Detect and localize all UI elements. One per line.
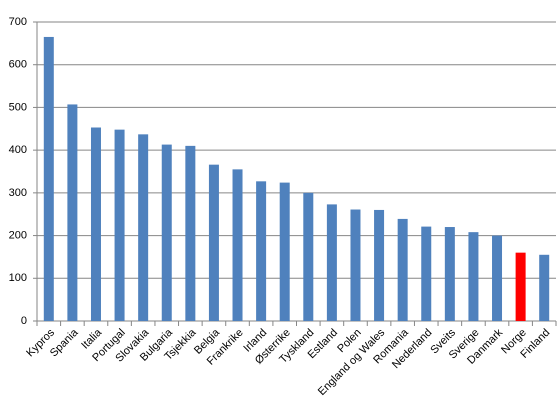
bar — [444, 227, 455, 321]
bar — [279, 182, 290, 321]
bar — [374, 209, 385, 321]
bar — [326, 204, 337, 321]
bar — [539, 254, 550, 321]
bar — [397, 218, 408, 321]
y-tick-label: 500 — [9, 101, 27, 113]
bar — [468, 232, 479, 321]
bar — [232, 169, 243, 321]
bar — [421, 226, 432, 321]
y-tick-label: 100 — [9, 272, 27, 284]
bar — [43, 36, 54, 321]
bar — [161, 144, 172, 321]
bar — [138, 134, 149, 321]
y-tick-label: 0 — [21, 315, 27, 327]
y-tick-label: 600 — [9, 59, 27, 71]
bar — [114, 129, 125, 321]
y-tick-label: 300 — [9, 187, 27, 199]
bar — [67, 104, 78, 321]
y-tick-label: 400 — [9, 144, 27, 156]
y-tick-label: 200 — [9, 229, 27, 241]
y-tick-label: 700 — [9, 16, 27, 28]
bar — [492, 235, 503, 321]
bar — [256, 181, 267, 321]
bar — [350, 209, 361, 321]
bar — [185, 145, 196, 321]
bar — [515, 252, 526, 321]
bar — [303, 192, 314, 321]
bar — [90, 127, 101, 321]
bar — [208, 164, 219, 321]
